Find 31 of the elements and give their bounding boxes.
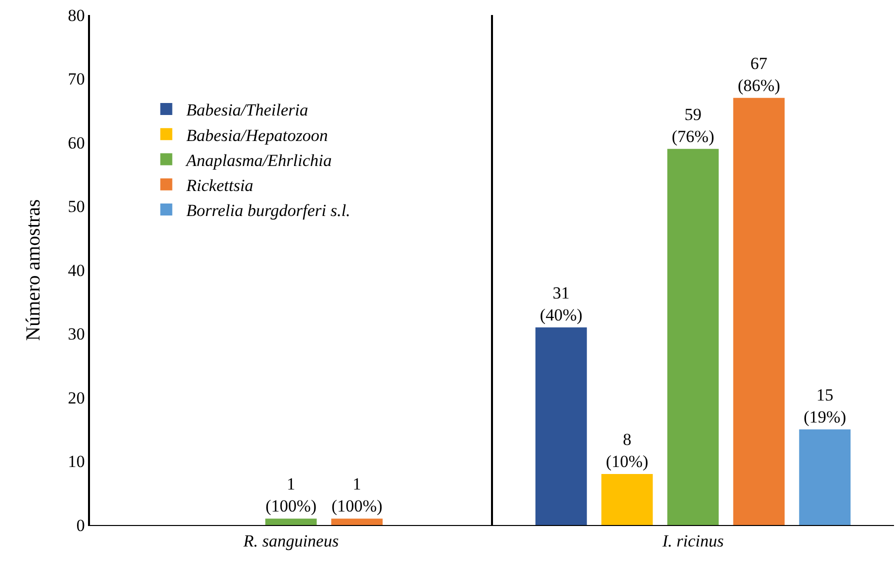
bar	[265, 518, 317, 525]
y-tick-label: 80	[68, 6, 85, 25]
legend-label: Babesia/Hepatozoon	[186, 126, 328, 145]
y-tick-label: 70	[68, 70, 85, 89]
y-tick-label: 60	[68, 133, 85, 152]
y-tick-label: 20	[68, 388, 85, 408]
data-label: 8 (10%)	[606, 430, 648, 471]
data-label: 59 (76%)	[672, 104, 714, 146]
x-tick-label: R. sanguineus	[242, 531, 340, 550]
y-tick-label: 50	[68, 197, 85, 216]
bar	[733, 98, 785, 525]
bar	[667, 148, 719, 525]
legend-label: Borrelia burgdorferi s.l.	[186, 201, 350, 220]
y-tick-label: 0	[76, 516, 85, 535]
data-label: 1 (100%)	[266, 474, 316, 516]
y-tick-label: 40	[68, 260, 85, 280]
y-axis-title: Número amostras	[22, 198, 44, 341]
data-label: 67 (86%)	[738, 54, 780, 95]
y-tick-label: 10	[68, 452, 85, 472]
data-label: 1 (100%)	[331, 474, 382, 516]
bar	[601, 474, 653, 525]
data-label: 15 (19%)	[804, 385, 846, 426]
bar	[331, 518, 383, 525]
legend-label: Anaplasma/Ehrlichia	[185, 150, 332, 170]
legend-label: Rickettsia	[185, 176, 254, 195]
x-tick-label: I. ricinus	[661, 531, 724, 550]
bar	[799, 429, 851, 525]
data-label: 31 (40%)	[540, 283, 582, 324]
y-tick-label: 30	[68, 324, 85, 344]
legend-label: Babesia/Theileria	[186, 100, 308, 120]
bar	[535, 327, 587, 525]
